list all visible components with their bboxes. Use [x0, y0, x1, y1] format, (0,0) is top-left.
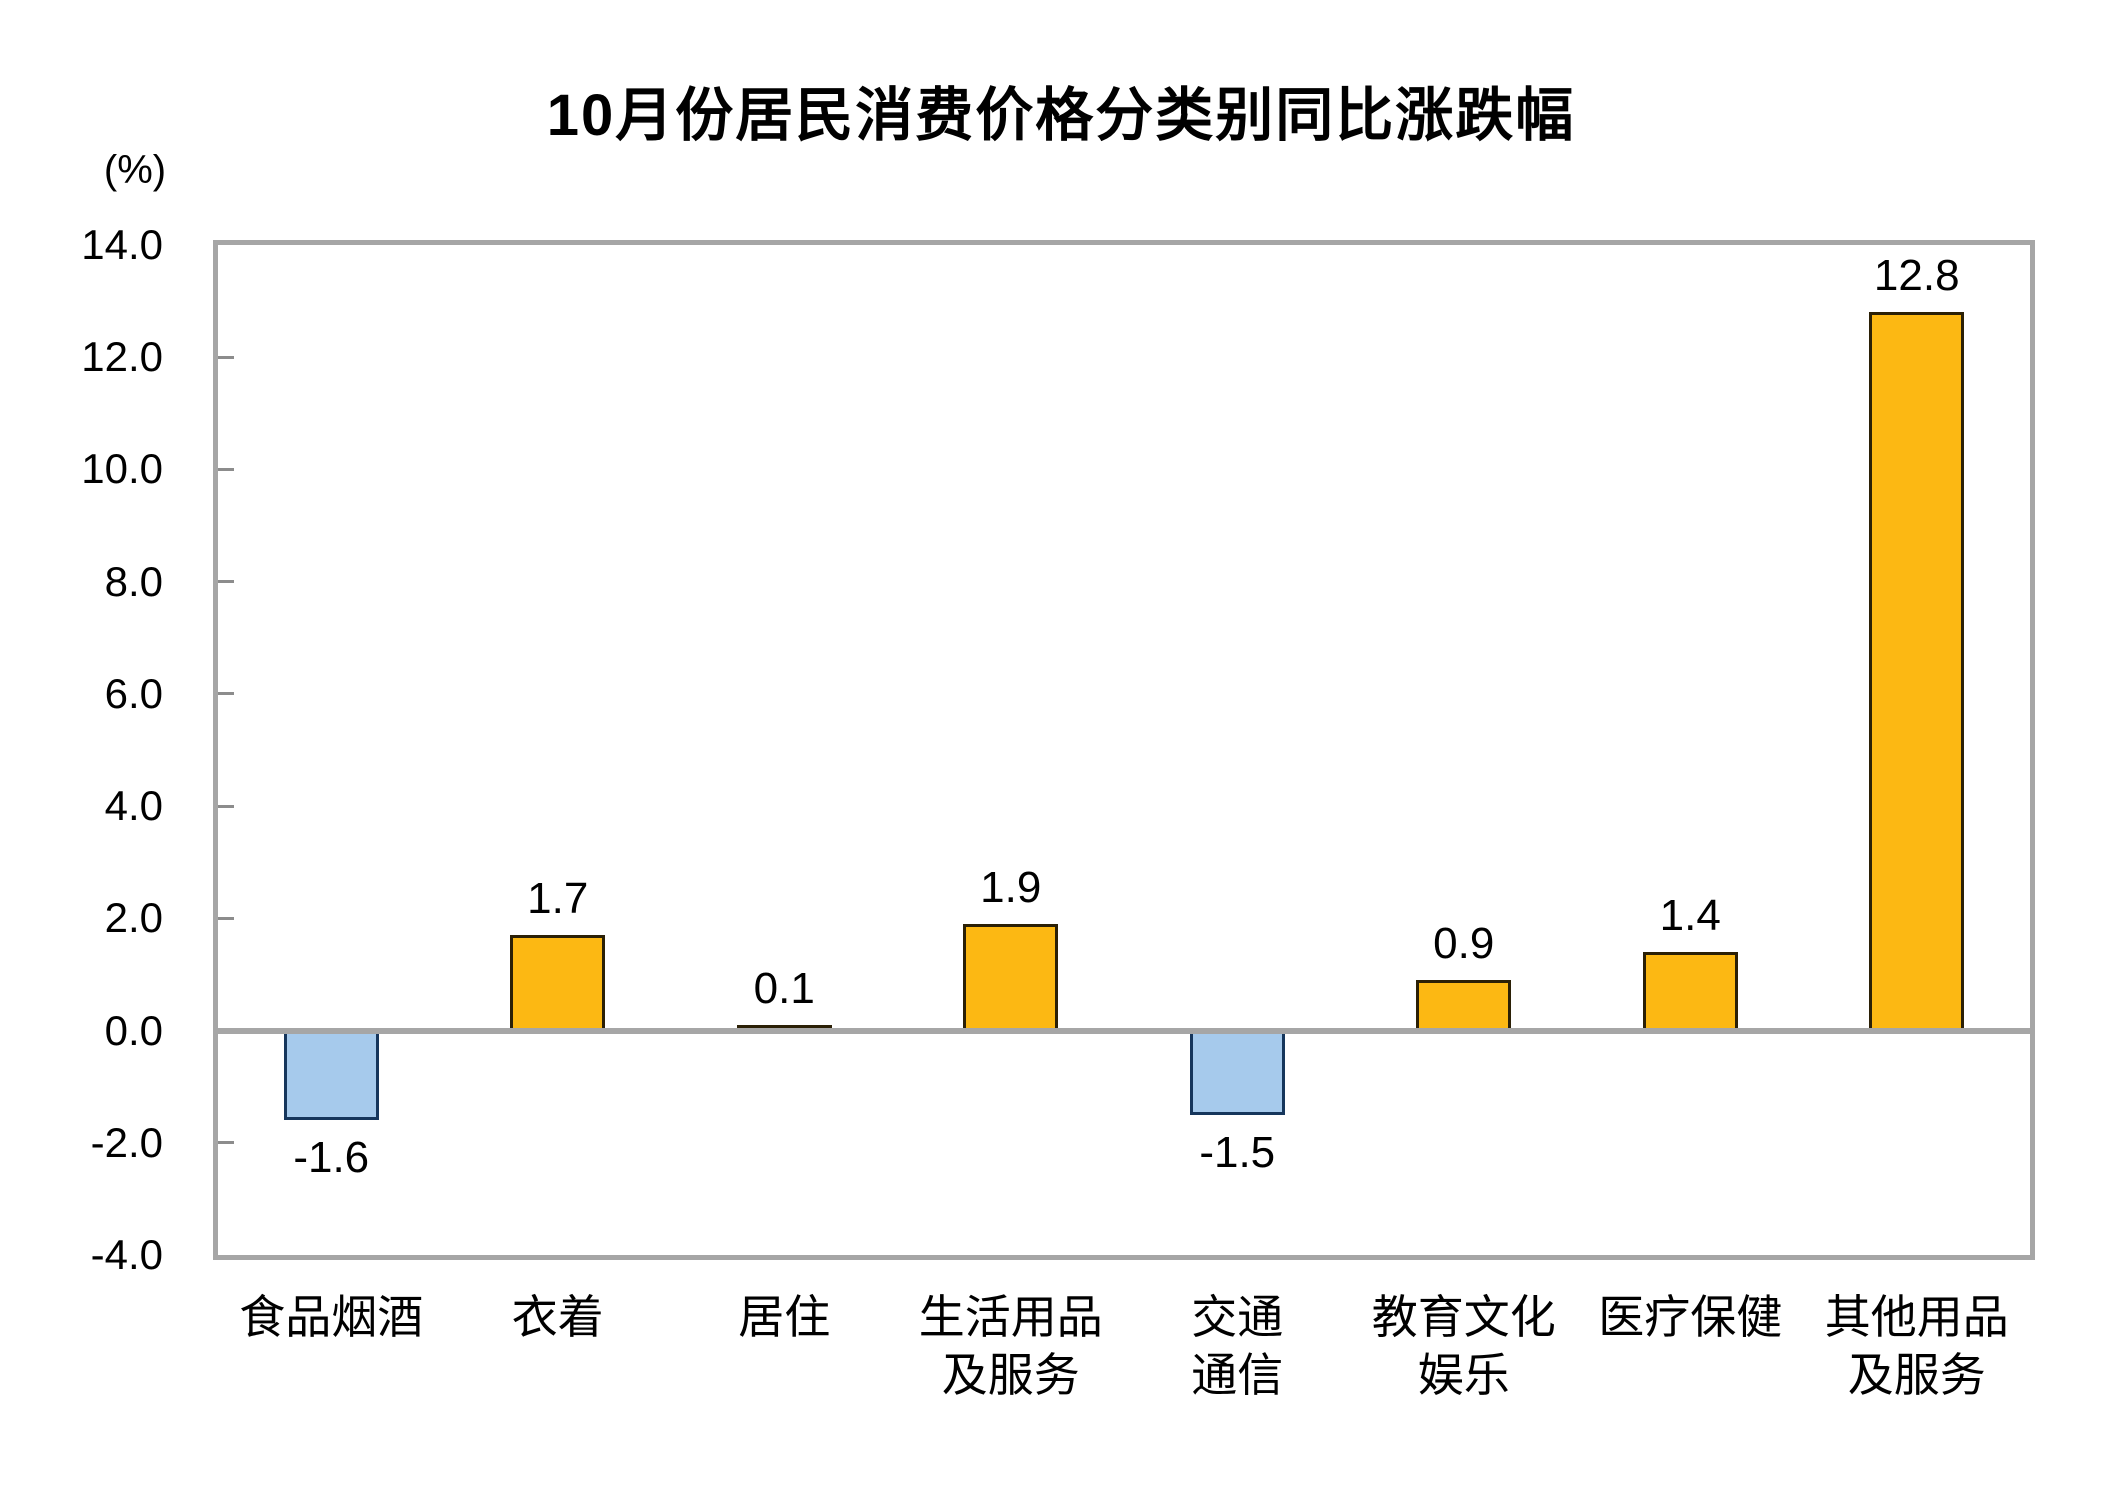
bar [1642, 952, 1738, 1031]
y-axis-tick [218, 804, 234, 808]
y-axis-tick [218, 692, 234, 696]
plot-area [213, 240, 2035, 1260]
y-axis-tick [218, 1141, 234, 1145]
x-category-label: 居住 [738, 1291, 831, 1343]
y-axis-tick [218, 467, 234, 471]
y-tick-label: 10.0 [81, 445, 163, 493]
y-axis-tick [218, 580, 234, 584]
bar [1189, 1030, 1285, 1115]
chart-title: 10月份居民消费价格分类别同比涨跌幅 [546, 83, 1576, 148]
y-tick-label: 4.0 [104, 782, 163, 830]
bar-value-label: 0.1 [753, 963, 815, 1013]
bar [1416, 980, 1512, 1031]
bar-value-label: 0.9 [1433, 919, 1495, 969]
y-tick-label: 2.0 [104, 894, 163, 942]
x-category-label: 教育文化 娱乐 [1371, 1291, 1556, 1401]
x-category-label: 交通 通信 [1191, 1291, 1284, 1401]
bar-value-label: -1.5 [1199, 1127, 1276, 1177]
bar-value-label: 12.8 [1873, 251, 1960, 301]
bar [283, 1030, 379, 1121]
bar-value-label: 1.9 [980, 862, 1042, 912]
x-category-label: 生活用品 及服务 [918, 1291, 1103, 1401]
y-axis-unit-label: (%) [103, 148, 167, 192]
bar-value-label: 1.7 [527, 874, 589, 924]
bar [1869, 312, 1965, 1031]
y-tick-label: -4.0 [90, 1231, 163, 1278]
x-category-label: 医疗保健 [1598, 1291, 1783, 1343]
y-tick-label: 0.0 [104, 1006, 163, 1054]
bar [510, 935, 606, 1031]
bar [963, 923, 1059, 1031]
y-axis-tick [218, 916, 234, 920]
bar-value-label: -1.6 [293, 1133, 370, 1183]
y-tick-label: 6.0 [104, 669, 163, 717]
y-axis-tick [218, 355, 234, 359]
x-category-label: 衣着 [511, 1291, 604, 1343]
x-category-label: 食品烟酒 [239, 1291, 424, 1343]
x-category-label: 其他用品 及服务 [1824, 1291, 2009, 1401]
y-tick-label: 8.0 [104, 557, 163, 605]
zero-line [218, 1027, 2030, 1034]
bar-value-label: 1.4 [1659, 891, 1721, 940]
y-tick-label: 14.0 [81, 221, 163, 268]
y-tick-label: -2.0 [90, 1118, 163, 1166]
y-tick-label: 12.0 [81, 333, 163, 381]
